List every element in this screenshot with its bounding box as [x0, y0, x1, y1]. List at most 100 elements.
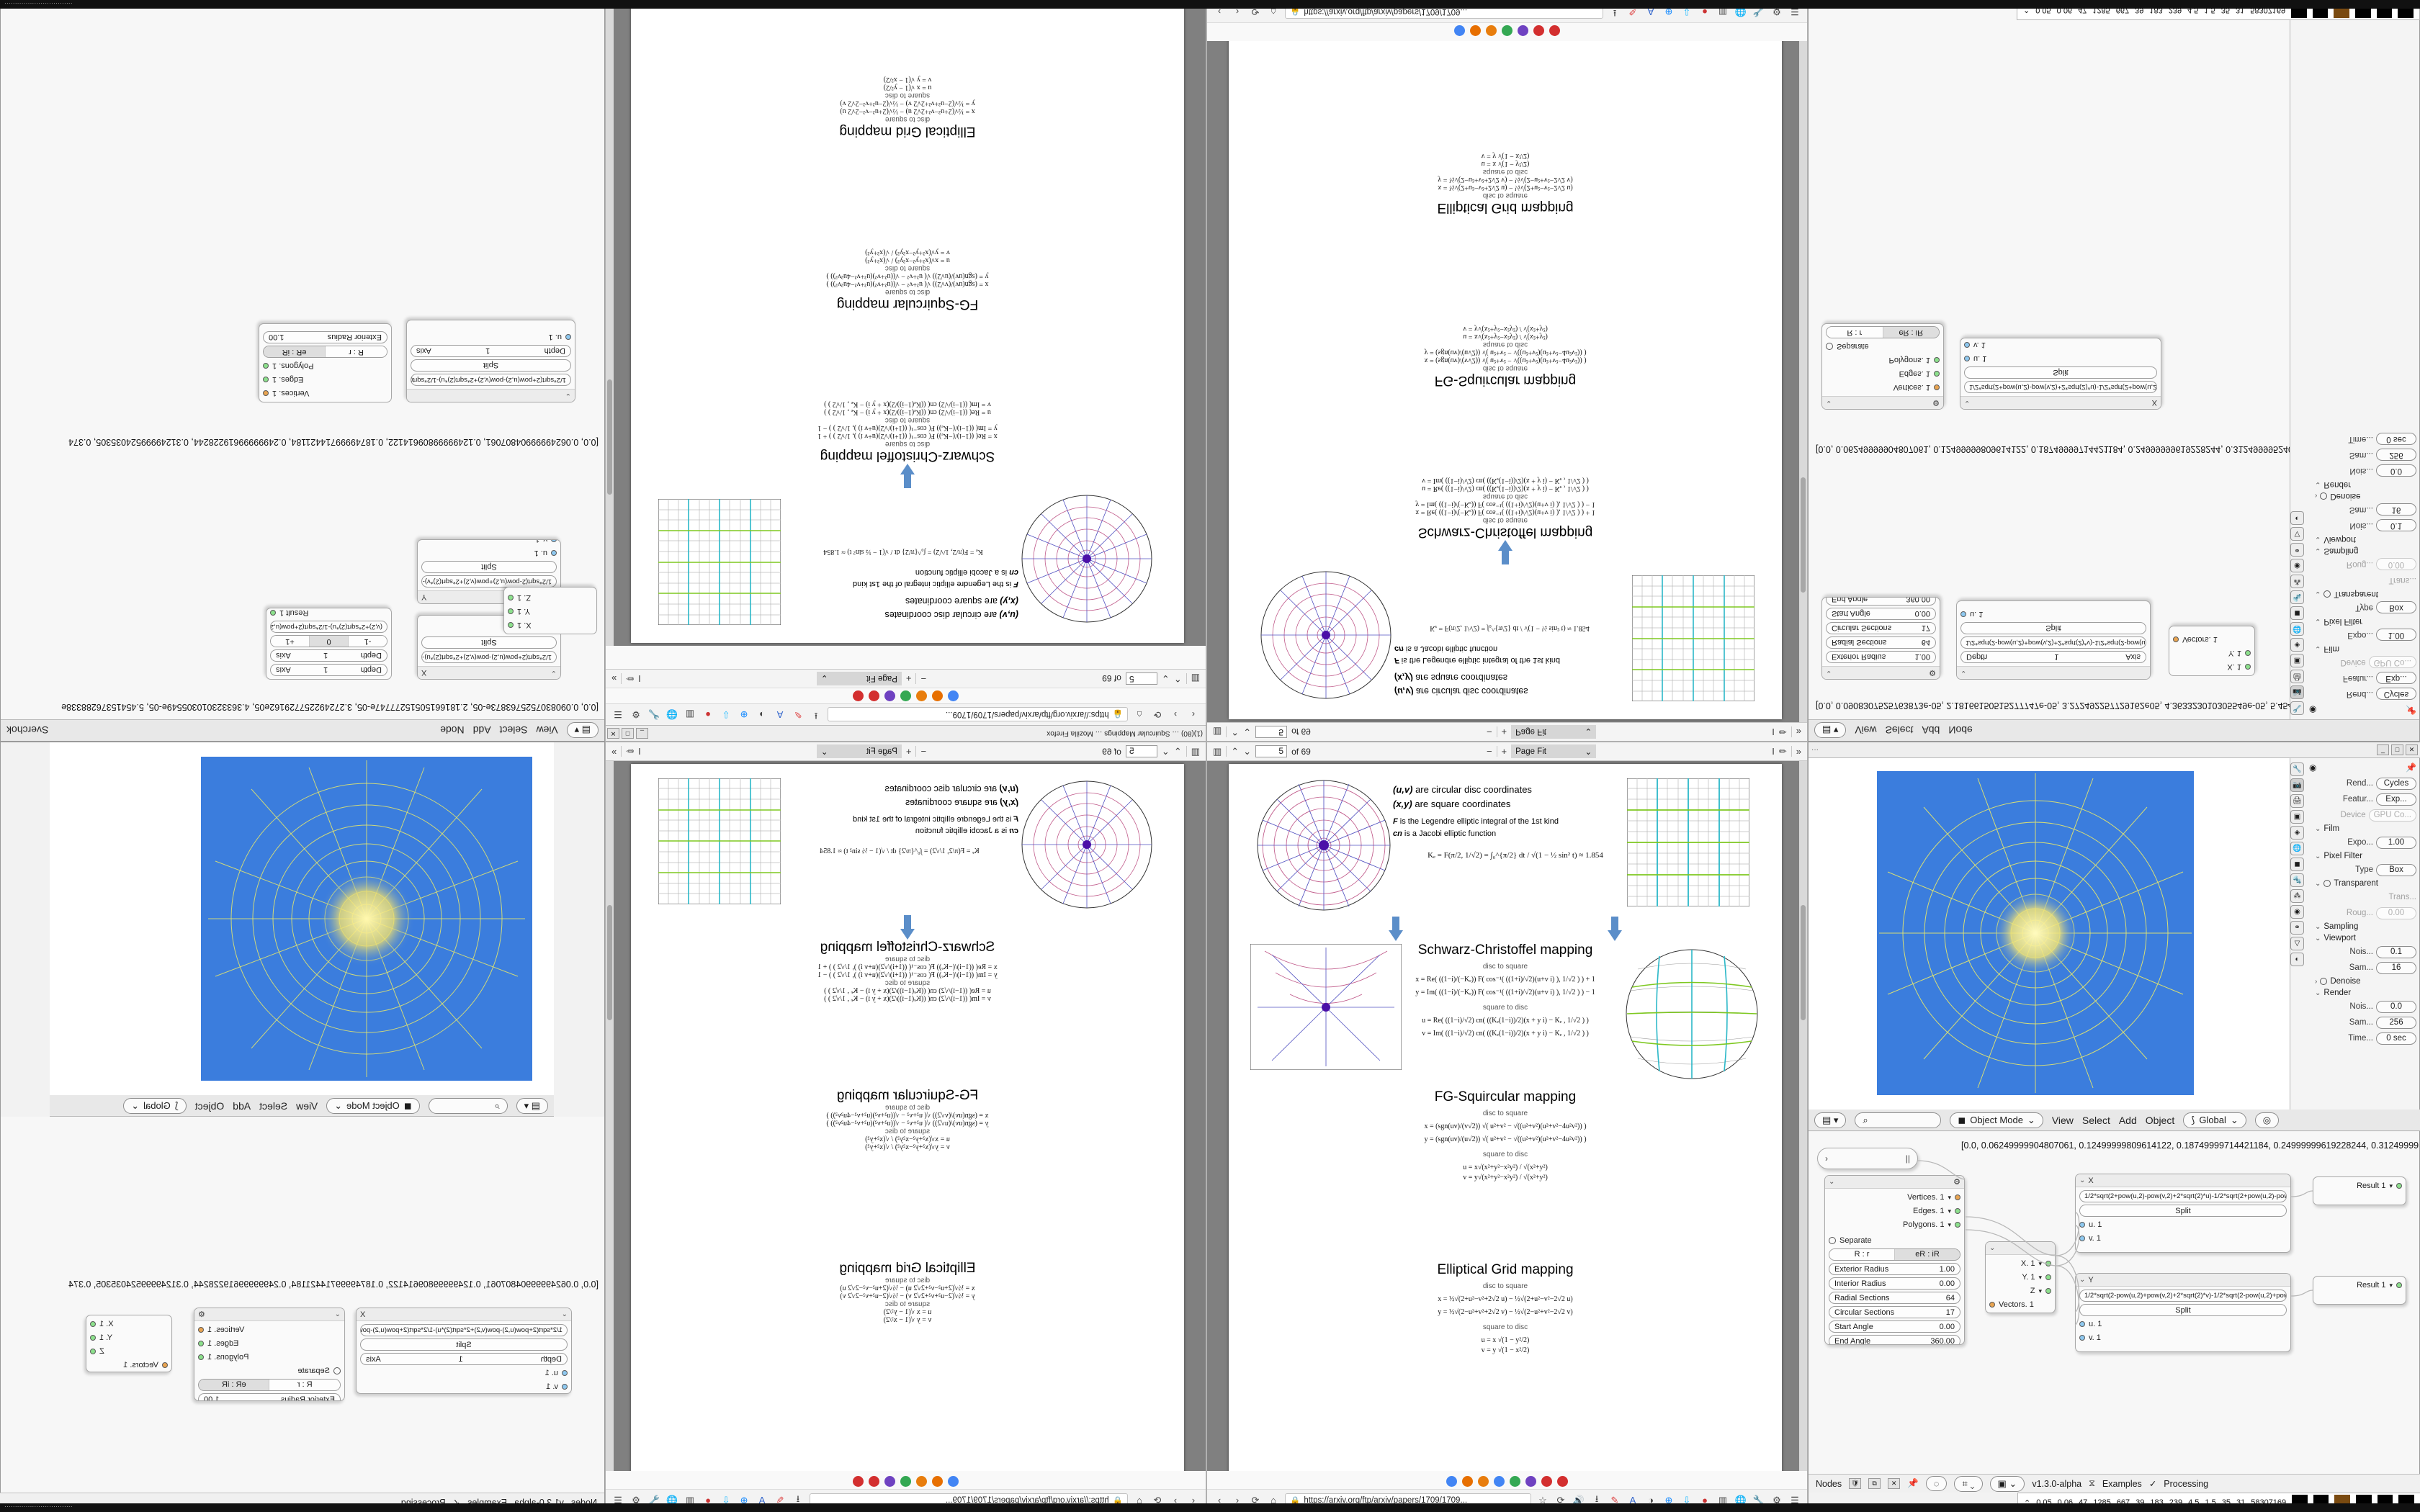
render-layer-selector[interactable]: ▣ ⌄	[1989, 1475, 2025, 1492]
addon-icon-2[interactable]	[853, 1476, 864, 1487]
node-expression[interactable]: 1/2*sqrt(2-pow(u,2)+pow(v,2)+2*sqrt(2)*v…	[1960, 636, 2146, 649]
page-number-input[interactable]: 5	[1255, 745, 1288, 757]
pdf-scrollbar[interactable]	[1799, 761, 1807, 1471]
node-header[interactable]: ⌄ Y	[2076, 1274, 2290, 1287]
feature-set-dropdown[interactable]: Exp...	[2376, 672, 2416, 685]
output-icon[interactable]: 🖨	[2290, 670, 2304, 683]
menu-view[interactable]: View	[296, 1099, 318, 1112]
node-input-v[interactable]: v. 1	[421, 539, 557, 545]
node-canvas-2[interactable]: [0.0, 0.09083075257638​73e-05, 2.1816615…	[1809, 1, 2290, 719]
node-radius-mode[interactable]: R : r eR : iR	[198, 1379, 341, 1391]
zoom-in-button[interactable]: +	[1501, 726, 1507, 737]
section-film[interactable]: ⌄ Film	[2315, 824, 2340, 833]
page-next-icon[interactable]: ⌄	[1243, 745, 1252, 757]
collapse-chevron-icon[interactable]: ⌄	[550, 669, 557, 677]
node-output-vertices[interactable]: Vertices. 1	[198, 1324, 341, 1336]
node-input-u[interactable]: u. 1	[421, 547, 557, 559]
node-formula-3[interactable]: ⌄ X 1/2*sqrt(2+pow(u,2)-pow(v,2)+2*sqrt(2…	[1960, 338, 2161, 410]
editor-type-icon[interactable]: ▤ ▾	[1814, 1112, 1847, 1128]
output-icon[interactable]: 🖨	[2290, 794, 2304, 808]
node-row-circular-sections[interactable]: Circular Sections 17	[1826, 622, 1936, 634]
pdf-scrollbar[interactable]	[606, 1, 614, 646]
node-expression[interactable]: 1/2*sqrt(2+pow(u,2)-pow(v,2)+2*sqrt(2)*u…	[360, 1324, 568, 1336]
page-prev-icon[interactable]: ⌃	[1173, 673, 1182, 685]
draw-icon[interactable]: ✏	[1778, 726, 1787, 738]
zoom-select[interactable]: Page Fit ⌄	[816, 744, 902, 758]
orientation-dropdown[interactable]: ⟆ Global ⌄	[123, 1097, 187, 1114]
addon-icon-2[interactable]	[1549, 25, 1560, 36]
addon-icon-2[interactable]	[853, 690, 864, 701]
globe-icon[interactable]: 🌐	[1734, 1494, 1747, 1506]
more-tools-icon[interactable]: »	[1796, 726, 1802, 737]
node-torus-compact[interactable]: Vertices. 1 Edges. 1 Polygons. 1 R : r e…	[259, 323, 392, 402]
blender-icon[interactable]	[916, 1476, 927, 1487]
node-output-vertices[interactable]: Vertices. 1 ▾	[1829, 1192, 1960, 1203]
node-row-depth[interactable]: Depth 1 Axis	[1960, 651, 2146, 663]
render-icon[interactable]: 📷	[2290, 685, 2304, 699]
viewport-noise-field[interactable]: 0.1	[2376, 945, 2416, 958]
viewlayer-icon[interactable]: ▣	[2290, 654, 2304, 667]
globe-icon[interactable]: 🌐	[666, 709, 678, 721]
node-radius-mode[interactable]: R : r eR : iR	[1826, 326, 1940, 338]
node-input-vectors[interactable]: Vectors. 1	[508, 587, 593, 590]
node-input-u[interactable]: u. 1	[411, 331, 571, 343]
node-expression[interactable]: 1/2*sqrt(2-pow(u,2)+pow(v,2)+2*sqrt(2)*v…	[421, 575, 557, 588]
menu-add[interactable]: Add	[472, 724, 491, 737]
node-header[interactable]: ⌄ ⚙	[194, 1308, 344, 1321]
device-dropdown[interactable]: GPU Co...	[2368, 656, 2416, 669]
adblock-icon[interactable]: ▥	[1718, 1494, 1728, 1506]
home-icon[interactable]: ⌂	[1137, 709, 1142, 720]
pdf-toolbar-3[interactable]: ▥ ⌃ ⌄ 5 of 69 − + Page Fit ⌄ I ✏ »	[606, 742, 1206, 761]
node-header[interactable]: ⌄ ⚙	[1822, 666, 1940, 679]
node-row-exterior-radius[interactable]: Exterior Radius 1.00	[263, 331, 387, 343]
node-split-button[interactable]: Split	[421, 636, 557, 649]
node-input-v[interactable]: v. 1	[360, 1381, 568, 1392]
node-output-z[interactable]: Z	[90, 1346, 168, 1357]
node-expression[interactable]: 1/2*sqrt(2+pow(u,2)-pow(v,2)+2*sqrt(2)*u…	[411, 374, 571, 386]
maximize-button[interactable]: □	[2391, 744, 2403, 755]
node-output-y[interactable]: Y. 1	[2173, 647, 2251, 659]
addon-icon-2[interactable]	[1557, 1476, 1568, 1487]
node-input-u[interactable]: u. 1	[1960, 608, 2146, 620]
text-select-icon[interactable]: I	[1772, 726, 1775, 737]
node-output-result[interactable]: Result 1	[270, 608, 387, 618]
addon-icon-1[interactable]	[869, 690, 879, 701]
editor-type-icon[interactable]: ▤ ▾	[516, 1097, 548, 1114]
settings-icon[interactable]: ⚙	[1773, 1494, 1781, 1506]
node-expression[interactable]: (v,2)+2*sqrt(2)*u)-1/2*sqrt(2+pow(u,2)-p…	[270, 621, 387, 633]
node-input-u[interactable]: u. 1	[2079, 1318, 2287, 1330]
constraint-icon[interactable]: ⚭	[2290, 921, 2304, 935]
menu-select[interactable]: Select	[1885, 724, 1914, 737]
blender-icon[interactable]	[1486, 25, 1497, 36]
snap-icon[interactable]: ◎	[2254, 1112, 2280, 1128]
node-split-button[interactable]: Split	[2079, 1205, 2287, 1217]
adblock-icon[interactable]: ▥	[685, 709, 695, 721]
pdf-toolbar-4[interactable]: ▥ ⌃ ⌄ 5 of 69 − + Page Fit ⌄ I ✏ »	[1207, 742, 1807, 761]
node-output-x[interactable]: X. 1	[508, 619, 593, 631]
node-row-depth-1[interactable]: Depth 1 Axis	[270, 664, 387, 676]
physics-icon[interactable]: ◉	[2290, 559, 2304, 572]
constraint-icon[interactable]: ⚭	[2290, 543, 2304, 557]
node-input-v[interactable]: v. 1	[2079, 1233, 2287, 1244]
zoom-out-button[interactable]: −	[920, 673, 927, 684]
more-tools-icon[interactable]: »	[611, 673, 617, 684]
highlighter-icon[interactable]: ✎	[794, 709, 802, 721]
particles-icon[interactable]: ⁂	[2290, 889, 2304, 903]
zoom-out-button[interactable]: −	[1486, 746, 1492, 757]
pdf-viewer-area[interactable]: (u,v) are circular disc coordinates (x,y…	[606, 1, 1206, 646]
section-transparent[interactable]: ⌄ Transparent	[2315, 590, 2378, 598]
menu-select[interactable]: Select	[499, 724, 528, 737]
node-expression[interactable]: 1/2*sqrt(2+pow(u,2)-pow(v,2)+2*sqrt(2)*u…	[421, 651, 557, 663]
node-input-vectors[interactable]: Vectors. 1	[2173, 634, 2251, 645]
zoom-out-button[interactable]: −	[920, 746, 927, 757]
java-icon[interactable]	[1470, 25, 1481, 36]
render-time-field[interactable]: 0 sec	[2376, 1032, 2416, 1045]
scene-icon[interactable]: ◈	[2290, 826, 2304, 840]
node-torus-2[interactable]: ⌄ ⚙ Exterior Radius 1.00 Radial Sections 64…	[1821, 597, 1940, 680]
close-button[interactable]: ✕	[2406, 744, 2418, 755]
copy-icon[interactable]: ⧉	[1868, 1478, 1881, 1489]
render-engine-dropdown[interactable]: Cycles	[2376, 688, 2416, 701]
menu-object[interactable]: Object	[2145, 1114, 2175, 1126]
node-row-start-angle[interactable]: Start Angle 0.00	[1829, 1320, 1960, 1333]
filter-type-dropdown[interactable]: Box	[2376, 601, 2416, 614]
